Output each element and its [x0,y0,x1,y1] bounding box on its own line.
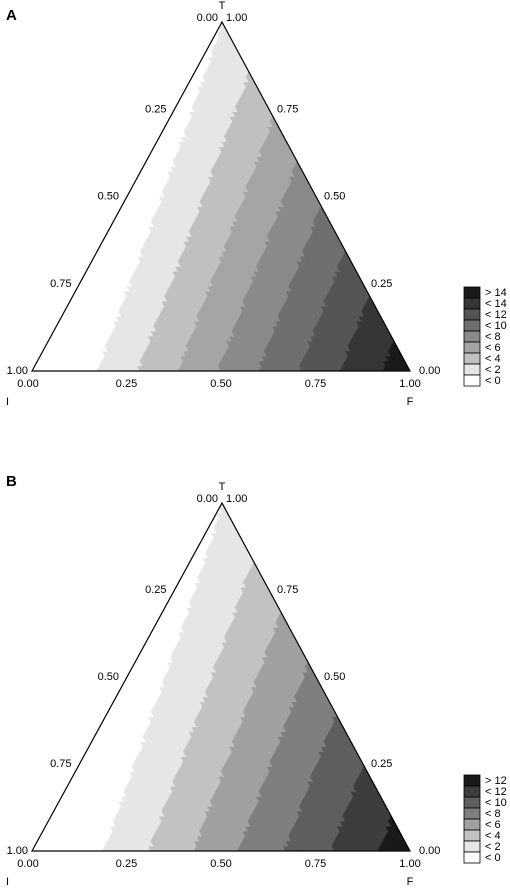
tick-label: 0.25 [145,584,166,596]
legend-label: < 12 [485,786,507,798]
tick-label: 0.25 [116,858,137,870]
contour-fill [32,22,410,371]
ternary-panel-b: B TI F0.00 1.001.000.00 1.000.000.250.500.75… [6,473,507,888]
legend-swatch [463,308,481,321]
tick-label: 0.00 [17,858,38,870]
legend-label: > 14 [485,287,507,299]
tick-label: 1.00 [226,12,247,24]
legend-label: < 8 [485,331,501,343]
legend-swatch [463,297,481,310]
legend-label: < 10 [485,320,507,332]
legend-label: < 0 [485,375,501,387]
legend-swatch [463,286,481,299]
legend-label: < 2 [485,364,501,376]
legend-label: < 10 [485,797,507,809]
tick-label: 0.25 [371,278,392,290]
tick-label: 0.75 [50,278,71,290]
legend-label: < 4 [485,353,501,365]
tick-label: 0.75 [277,584,298,596]
vertex-label-top: T [219,481,226,493]
tick-label: 0.50 [98,191,119,203]
tick-label: 0.25 [116,378,137,390]
legend-swatch [463,851,481,864]
tick-label: 0.25 [145,103,166,115]
legend-label: < 12 [485,309,507,321]
legend-label: < 2 [485,841,501,853]
legend-label: < 6 [485,342,501,354]
tick-label: 0.00 [197,12,218,24]
tick-label: 1.00 [399,378,420,390]
tick-label: 1.00 [226,493,247,505]
legend-swatch [463,796,481,809]
contour-fill [32,503,410,851]
legend-swatch [463,352,481,365]
tick-label: 0.00 [17,378,38,390]
legend-label: < 14 [485,298,507,310]
legend-label: < 4 [485,830,501,842]
tick-label: 0.75 [50,758,71,770]
legend-swatch [463,829,481,842]
tick-label: 0.25 [371,758,392,770]
legend-swatch [463,774,481,787]
tick-label: 0.50 [324,191,345,203]
vertex-label-top: T [219,0,226,12]
tick-label: 0.00 [419,365,440,377]
legend-swatch [463,363,481,376]
legend-swatch [463,818,481,831]
triangle-outline [30,501,412,852]
tick-label: 0.50 [210,858,231,870]
legend-label: < 6 [485,819,501,831]
vertex-label-right: F [407,876,414,888]
tick-label: 0.00 [197,493,218,505]
tick-label: 0.50 [324,671,345,683]
ternary-panel-a: ATI F0.00 1.001.000.00 1.000.000.250.500.75… [6,0,507,408]
triangle-outline [30,20,412,372]
tick-label: 1.00 [7,845,28,857]
legend-swatch [463,341,481,354]
legend-label: < 0 [485,852,501,864]
tick-label: 0.00 [419,845,440,857]
panel-label: A [6,7,17,24]
legend-swatch [463,374,481,387]
vertex-label-right: F [407,396,414,408]
tick-label: 0.75 [305,858,326,870]
legend-swatch [463,840,481,853]
legend-label: > 12 [485,775,507,787]
legend-swatch [463,807,481,820]
vertex-label-left: I [6,396,9,408]
tick-label: 0.50 [98,671,119,683]
legend-label: < 8 [485,808,501,820]
tick-label: 1.00 [399,858,420,870]
tick-label: 0.75 [277,103,298,115]
tick-label: 0.75 [305,378,326,390]
panel-label: B [6,473,17,490]
legend-swatch [463,330,481,343]
legend-swatch [463,319,481,332]
legend-swatch [463,785,481,798]
tick-label: 1.00 [7,365,28,377]
vertex-label-left: I [6,876,9,888]
tick-label: 0.50 [210,378,231,390]
